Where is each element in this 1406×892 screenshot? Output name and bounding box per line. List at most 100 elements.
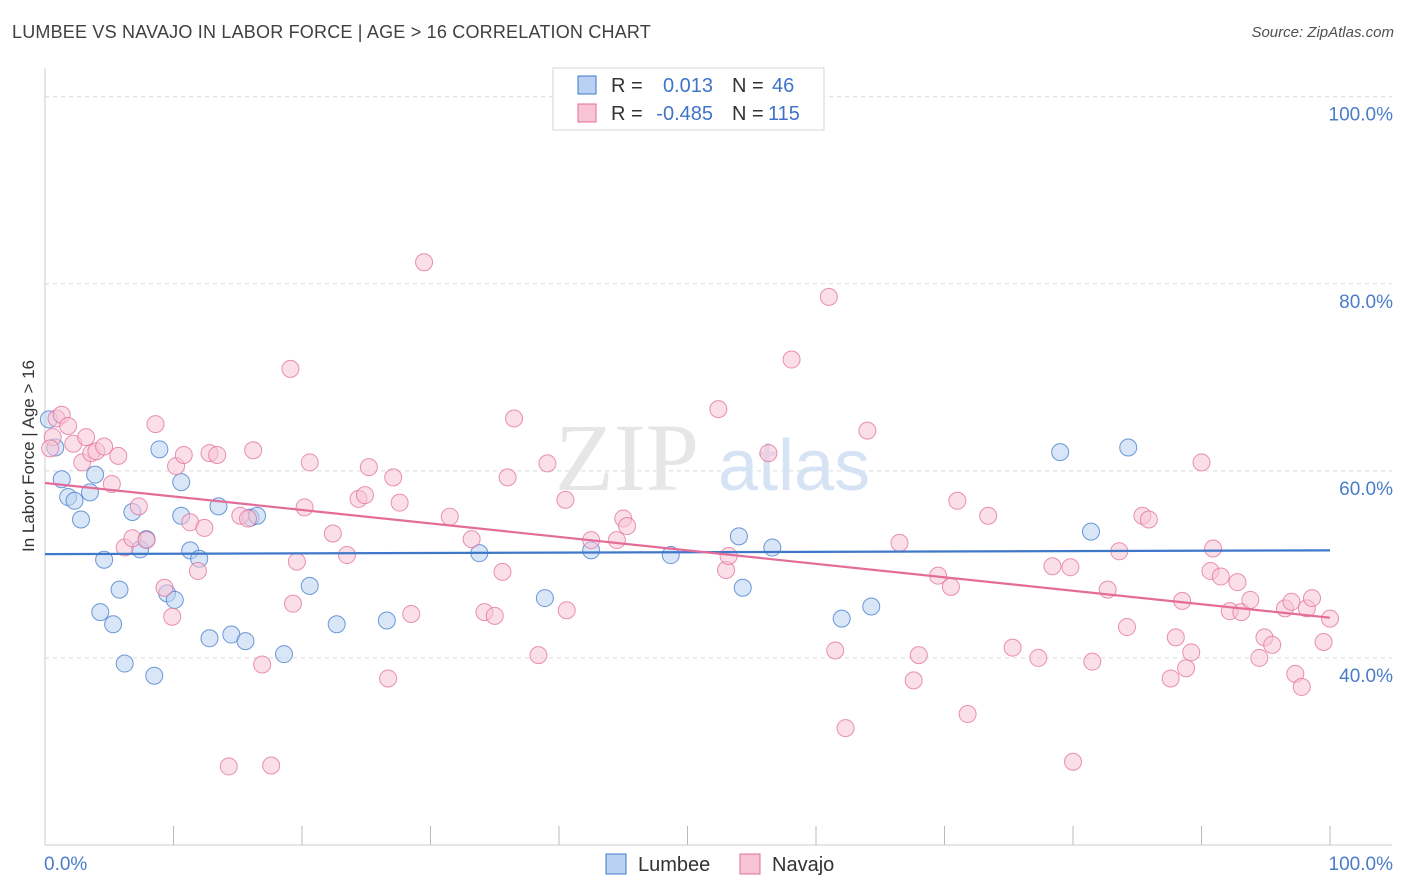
navajo-point: [379, 669, 398, 688]
navajo-trend-line: [44, 481, 1331, 619]
legend-box: R = 0.013 N = 46 R = -0.485 N = 115: [552, 67, 825, 131]
bottom-legend: Lumbee Navajo: [605, 853, 834, 876]
navajo-point: [485, 606, 504, 625]
legend-n-value-navajo: 115: [768, 103, 800, 125]
lumbee-point: [862, 597, 881, 616]
gridlines: [45, 96, 1392, 659]
navajo-point: [1314, 633, 1333, 652]
navajo-point: [1204, 539, 1223, 558]
lumbee-point: [1119, 438, 1138, 457]
navajo-point: [1228, 573, 1247, 592]
navajo-point: [1166, 628, 1185, 647]
navajo-point: [262, 756, 281, 775]
navajo-point: [137, 531, 156, 550]
lumbee-point: [104, 615, 123, 634]
navajo-point: [359, 458, 378, 477]
navajo-point: [709, 400, 728, 419]
navajo-point: [390, 493, 409, 512]
navajo-point: [287, 552, 306, 571]
navajo-point: [77, 428, 96, 447]
x-tick-labels: 0.0% 100.0%: [44, 854, 1393, 875]
navajo-point: [155, 578, 174, 597]
lumbee-point: [110, 580, 129, 599]
navajo-point: [195, 518, 214, 537]
navajo-point: [909, 646, 928, 665]
lumbee-trend-line: [44, 549, 1331, 556]
legend-n-value-lumbee: 46: [772, 75, 794, 97]
navajo-point: [174, 445, 193, 464]
trend-lines: [44, 481, 1331, 619]
lumbee-point: [236, 632, 255, 651]
x-tick-label: 0.0%: [44, 854, 87, 875]
navajo-point: [836, 719, 855, 738]
navajo-point: [244, 441, 263, 460]
navajo-point: [618, 517, 637, 536]
bottom-legend-label-navajo: Navajo: [772, 854, 834, 876]
navajo-point: [59, 416, 78, 435]
navajo-point: [300, 453, 319, 472]
navajo-point: [355, 486, 374, 505]
bottom-legend-swatch-lumbee: [605, 853, 627, 875]
navajo-point: [538, 454, 557, 473]
lumbee-point: [733, 578, 752, 597]
navajo-point: [1303, 589, 1322, 608]
navajo-point: [1211, 567, 1230, 586]
y-axis-label: In Labor Force | Age > 16: [19, 360, 38, 552]
navajo-point: [41, 439, 60, 458]
navajo-point: [402, 604, 421, 623]
lumbee-point: [71, 510, 90, 529]
navajo-point: [415, 253, 434, 272]
legend-r-label-lumbee: R =: [611, 75, 643, 97]
navajo-point: [1117, 618, 1136, 637]
navajo-point: [1061, 558, 1080, 577]
axes: [44, 68, 1392, 846]
navajo-point: [1282, 592, 1301, 611]
legend-swatch-lumbee: [577, 75, 597, 95]
legend-r-value-navajo: -0.485: [656, 103, 713, 125]
navajo-point: [1083, 652, 1102, 671]
lumbee-point: [729, 527, 748, 546]
navajo-point: [858, 421, 877, 440]
navajo-point: [1029, 648, 1048, 667]
legend-r-label-navajo: R =: [611, 103, 643, 125]
navajo-point: [295, 498, 314, 517]
lumbee-point: [91, 603, 110, 622]
navajo-point: [1292, 677, 1311, 696]
legend-r-value-lumbee: 0.013: [663, 75, 713, 97]
y-tick-labels: 40.0% 60.0% 80.0% 100.0%: [1329, 105, 1394, 687]
navajo-point: [384, 468, 403, 487]
navajo-point: [462, 530, 481, 549]
source-label: Source: ZipAtlas.com: [1251, 24, 1394, 41]
lumbee-point: [172, 473, 191, 492]
navajo-point: [819, 287, 838, 306]
navajo-point: [493, 562, 512, 581]
navajo-point: [95, 437, 114, 456]
navajo-point: [1182, 643, 1201, 662]
navajo-point: [1241, 590, 1260, 609]
watermark: ZIP atlas: [555, 404, 870, 511]
lumbee-point: [1081, 522, 1100, 541]
lumbee-point: [145, 666, 164, 685]
navajo-point: [782, 350, 801, 369]
lumbee-point: [275, 645, 294, 664]
navajo-point: [529, 646, 548, 665]
lumbee-point: [115, 654, 134, 673]
navajo-point: [1263, 635, 1282, 654]
navajo-point: [337, 546, 356, 565]
navajo-point: [109, 446, 128, 465]
navajo-point: [163, 607, 182, 626]
navajo-point: [1177, 659, 1196, 678]
lumbee-point: [86, 465, 105, 484]
navajo-point: [102, 474, 121, 493]
y-tick-label: 100.0%: [1329, 105, 1394, 126]
navajo-point: [1321, 609, 1339, 628]
bottom-legend-swatch-navajo: [739, 853, 761, 875]
navajo-point: [1043, 557, 1062, 576]
navajo-point: [323, 524, 342, 543]
navajo-point: [1161, 669, 1180, 688]
lumbee-point: [763, 538, 782, 557]
navajo-point: [1003, 638, 1022, 657]
navajo-point: [146, 415, 165, 434]
navajo-point: [979, 506, 998, 525]
navajo-point: [1192, 453, 1211, 472]
